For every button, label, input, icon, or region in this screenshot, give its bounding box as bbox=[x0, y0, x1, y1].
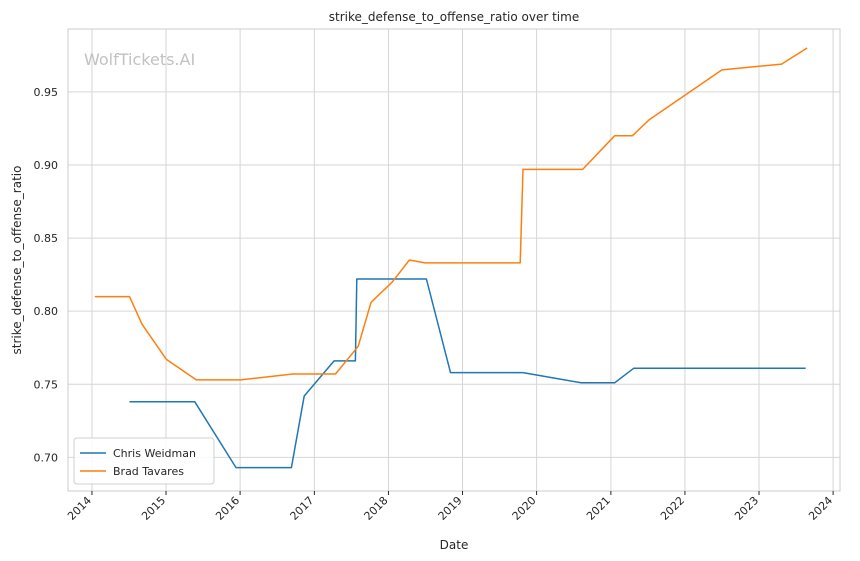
y-axis-ticks: 0.70 0.75 0.80 0.85 0.90 0.95 bbox=[34, 86, 59, 465]
x-axis-ticks: 2014 2015 2016 2017 2018 2019 2020 2021 2022 2023… bbox=[65, 491, 835, 523]
x-tick-label: 2015 bbox=[139, 494, 168, 523]
y-tick-label: 0.85 bbox=[34, 232, 59, 245]
x-tick-label: 2020 bbox=[510, 494, 539, 523]
legend-label-chris-weidman: Chris Weidman bbox=[113, 447, 196, 460]
y-tick-label: 0.95 bbox=[34, 86, 59, 99]
series-layer bbox=[94, 47, 808, 469]
watermark: WolfTickets.AI bbox=[84, 50, 195, 69]
y-tick-label: 0.90 bbox=[34, 159, 59, 172]
series-line-brad-tavares bbox=[94, 47, 808, 381]
x-tick-label: 2016 bbox=[213, 494, 242, 523]
x-tick-label: 2021 bbox=[584, 494, 613, 523]
x-tick-label: 2014 bbox=[65, 494, 94, 523]
x-tick-label: 2019 bbox=[436, 494, 465, 523]
gridlines bbox=[68, 29, 840, 491]
chart-title: strike_defense_to_offense_ratio over tim… bbox=[329, 10, 579, 24]
y-tick-label: 0.75 bbox=[34, 378, 59, 391]
x-tick-label: 2022 bbox=[658, 494, 687, 523]
legend: Chris Weidman Brad Tavares bbox=[73, 437, 215, 485]
legend-label-brad-tavares: Brad Tavares bbox=[113, 465, 184, 478]
plot-frame bbox=[67, 28, 841, 492]
x-tick-label: 2023 bbox=[732, 494, 761, 523]
legend-box bbox=[73, 437, 215, 485]
x-axis-label: Date bbox=[440, 538, 469, 552]
x-tick-label: 2024 bbox=[806, 494, 835, 523]
y-tick-label: 0.70 bbox=[34, 451, 59, 464]
y-axis-label: strike_defense_to_offense_ratio bbox=[10, 166, 24, 355]
series-line-chris-weidman bbox=[129, 278, 806, 469]
x-tick-label: 2017 bbox=[288, 494, 317, 523]
x-tick-label: 2018 bbox=[362, 494, 391, 523]
y-tick-label: 0.80 bbox=[34, 305, 59, 318]
